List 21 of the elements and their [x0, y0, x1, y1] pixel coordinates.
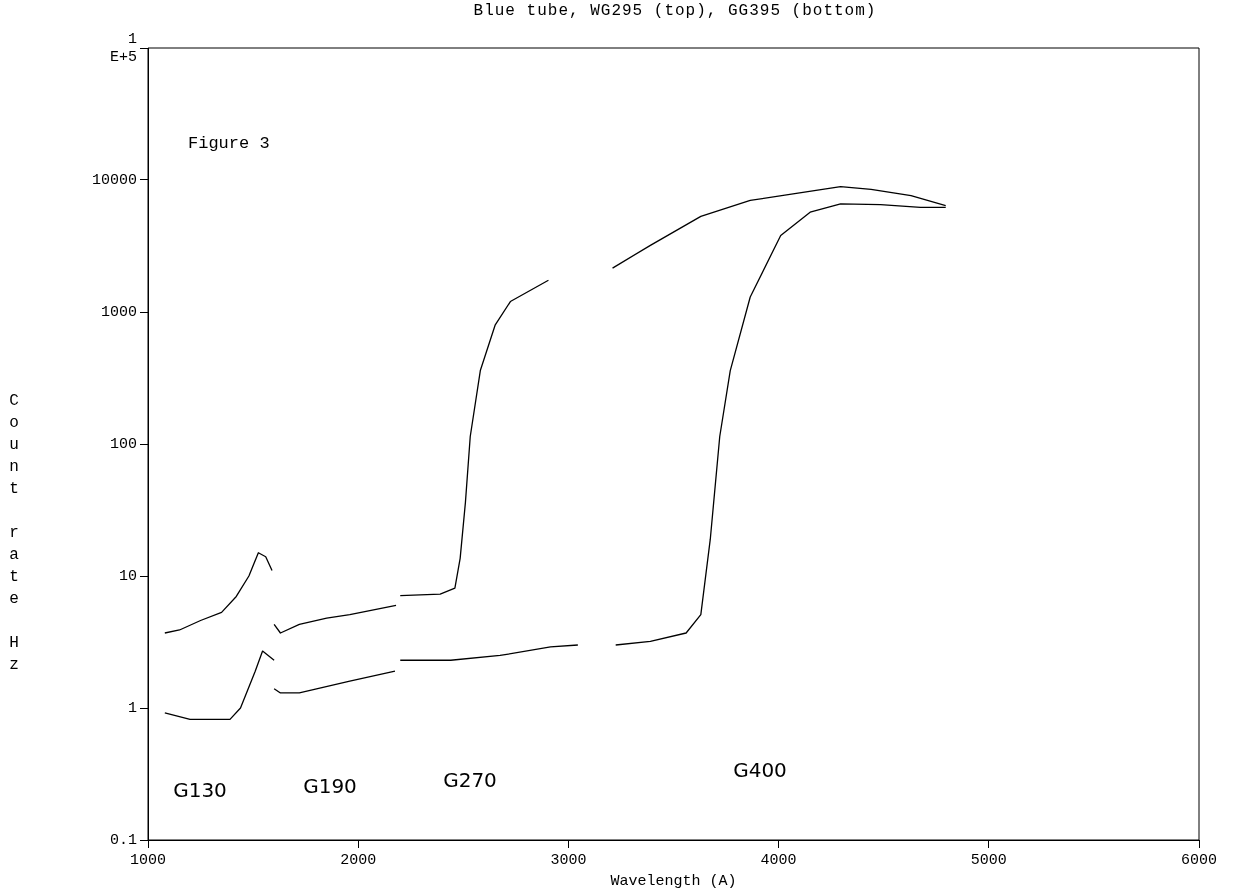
y-tick-label: 10000 — [91, 171, 138, 189]
y-tick-label: 1 E+5 — [109, 30, 138, 66]
annotation: G130 — [173, 778, 227, 803]
x-tick-label: 6000 — [1180, 851, 1218, 869]
y-tick-label: 0.1 — [109, 831, 138, 849]
x-tick-label: 4000 — [760, 851, 797, 869]
y-tick-label: 10 — [118, 567, 138, 585]
x-tick-label: 2000 — [340, 851, 377, 869]
text: Count rate Hz — [9, 392, 19, 674]
y-tick-label: 1000 — [100, 303, 138, 321]
y-tick-label: 1 — [127, 699, 138, 717]
chart-title: Blue tube, WG295 (top), GG395 (bottom) — [472, 2, 878, 20]
annotation: G400 — [733, 758, 787, 783]
x-tick-label: 5000 — [970, 851, 1007, 869]
y-tick-label: 100 — [109, 435, 138, 453]
x-axis-title: Wavelength (A) — [610, 872, 737, 890]
x-tick-label: 1000 — [130, 851, 167, 869]
annotation: G190 — [303, 774, 357, 799]
x-tick-label: 3000 — [550, 851, 587, 869]
annotation: G270 — [443, 768, 497, 793]
annotation: Figure 3 — [188, 133, 270, 153]
